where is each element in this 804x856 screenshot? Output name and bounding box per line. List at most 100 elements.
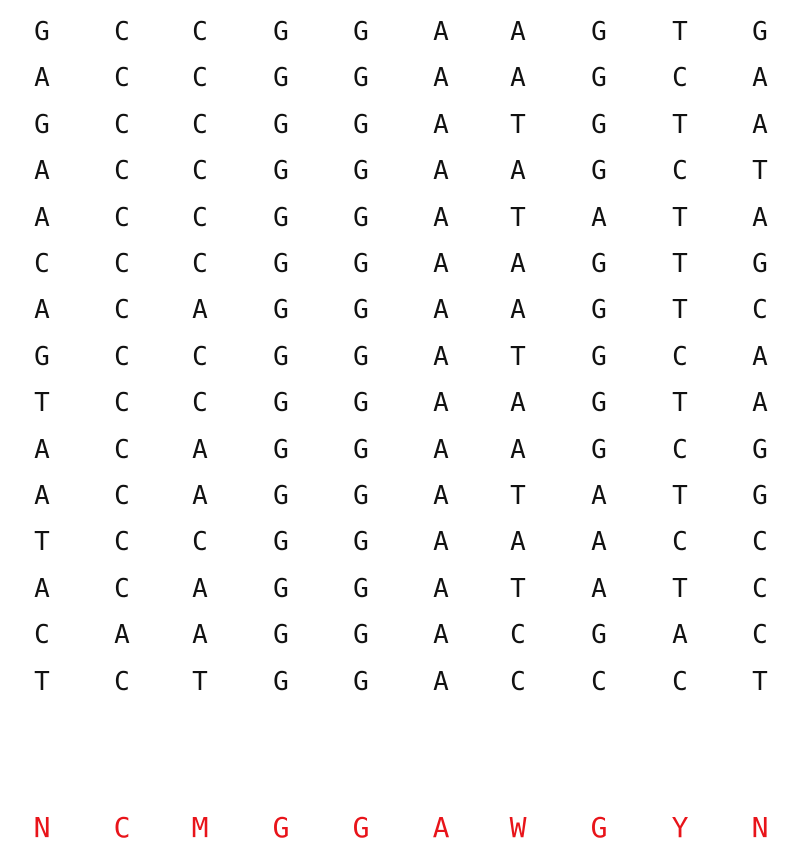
seq-9-base-1: T <box>34 388 50 419</box>
seq-3-base-1: G <box>34 109 50 140</box>
seq-7-base-4: G <box>273 295 289 326</box>
seq-10-base-5: G <box>353 434 369 465</box>
seq-8-base-4: G <box>273 341 289 372</box>
seq-8-base-9: C <box>672 341 688 372</box>
seq-4-base-3: C <box>192 156 208 187</box>
seq-5-base-7: T <box>510 202 526 233</box>
seq-3-base-3: C <box>192 109 208 140</box>
seq-1-base-10: G <box>752 17 768 47</box>
seq-13-base-1: A <box>34 573 50 604</box>
seq-8-base-8: G <box>591 341 607 372</box>
seq-10-base-1: A <box>34 434 50 465</box>
seq-2-base-9: C <box>672 63 688 94</box>
seq-7-base-6: A <box>433 295 449 326</box>
seq-15-base-3: T <box>192 666 208 697</box>
seq-15-base-9: C <box>672 666 688 697</box>
seq-8-base-5: G <box>353 341 369 372</box>
seq-6-base-2: C <box>114 249 130 279</box>
seq-15-base-2: C <box>114 666 130 697</box>
seq-2-base-7: A <box>510 63 526 94</box>
seq-12-base-5: G <box>353 527 369 558</box>
seq-11-base-2: C <box>114 481 130 511</box>
seq-6-base-5: G <box>353 249 369 279</box>
seq-4-base-8: G <box>591 156 607 187</box>
seq-6-base-3: C <box>192 249 208 279</box>
seq-9-base-10: A <box>752 388 768 419</box>
seq-13-base-4: G <box>273 573 289 604</box>
seq-5-base-1: A <box>34 202 50 233</box>
seq-5-base-6: A <box>433 202 449 233</box>
seq-5-base-8: A <box>591 202 607 233</box>
seq-7-base-8: G <box>591 295 607 326</box>
seq-1-base-5: G <box>353 17 369 47</box>
seq-11-base-7: T <box>510 481 526 511</box>
seq-11-base-5: G <box>353 481 369 511</box>
seq-7-base-5: G <box>353 295 369 326</box>
seq-6-base-6: A <box>433 249 449 279</box>
seq-5-base-4: G <box>273 202 289 233</box>
seq-12-base-10: C <box>752 527 768 558</box>
seq-1-base-4: G <box>273 17 289 47</box>
seq-15-base-5: G <box>353 666 369 697</box>
seq-9-base-5: G <box>353 388 369 419</box>
seq-2-base-2: C <box>114 63 130 94</box>
seq-5-base-5: G <box>353 202 369 233</box>
seq-2-base-5: G <box>353 63 369 94</box>
consensus-base-1: N <box>33 811 51 844</box>
seq-14-base-5: G <box>353 620 369 651</box>
seq-2-base-4: G <box>273 63 289 94</box>
seq-9-base-6: A <box>433 388 449 419</box>
seq-8-base-2: C <box>114 341 130 372</box>
seq-14-base-8: G <box>591 620 607 651</box>
seq-7-base-3: A <box>192 295 208 326</box>
consensus-base-4: G <box>272 811 290 844</box>
seq-12-base-7: A <box>510 527 526 558</box>
seq-10-base-9: C <box>672 434 688 465</box>
seq-7-base-9: T <box>672 295 688 326</box>
seq-7-base-2: C <box>114 295 130 326</box>
consensus-base-6: A <box>432 811 450 844</box>
seq-14-base-3: A <box>192 620 208 651</box>
seq-3-base-5: G <box>353 109 369 140</box>
seq-6-base-8: G <box>591 249 607 279</box>
consensus-base-7: W <box>509 811 527 844</box>
seq-15-base-4: G <box>273 666 289 697</box>
seq-3-base-9: T <box>672 109 688 140</box>
seq-4-base-1: A <box>34 156 50 187</box>
seq-9-base-9: T <box>672 388 688 419</box>
seq-3-base-7: T <box>510 109 526 140</box>
seq-7-base-1: A <box>34 295 50 326</box>
seq-12-base-6: A <box>433 527 449 558</box>
seq-9-base-4: G <box>273 388 289 419</box>
seq-1-base-3: C <box>192 17 208 47</box>
consensus-base-2: C <box>113 811 131 844</box>
seq-14-base-6: A <box>433 620 449 651</box>
seq-3-base-2: C <box>114 109 130 140</box>
seq-11-base-1: A <box>34 481 50 511</box>
consensus-base-5: G <box>352 811 370 844</box>
seq-6-base-4: G <box>273 249 289 279</box>
seq-4-base-6: A <box>433 156 449 187</box>
seq-14-base-9: A <box>672 620 688 651</box>
seq-2-base-3: C <box>192 63 208 94</box>
seq-13-base-9: T <box>672 573 688 604</box>
seq-6-base-7: A <box>510 249 526 279</box>
seq-6-base-10: G <box>752 249 768 279</box>
seq-3-base-4: G <box>273 109 289 140</box>
seq-3-base-10: A <box>752 109 768 140</box>
seq-2-base-8: G <box>591 63 607 94</box>
seq-11-base-6: A <box>433 481 449 511</box>
seq-14-base-4: G <box>273 620 289 651</box>
seq-1-base-7: A <box>510 17 526 47</box>
seq-11-base-8: A <box>591 481 607 511</box>
seq-4-base-4: G <box>273 156 289 187</box>
seq-13-base-7: T <box>510 573 526 604</box>
seq-10-base-7: A <box>510 434 526 465</box>
seq-6-base-9: T <box>672 249 688 279</box>
seq-11-base-3: A <box>192 481 208 511</box>
seq-7-base-7: A <box>510 295 526 326</box>
consensus-base-10: N <box>751 811 769 844</box>
seq-14-base-2: A <box>114 620 130 651</box>
seq-15-base-7: C <box>510 666 526 697</box>
